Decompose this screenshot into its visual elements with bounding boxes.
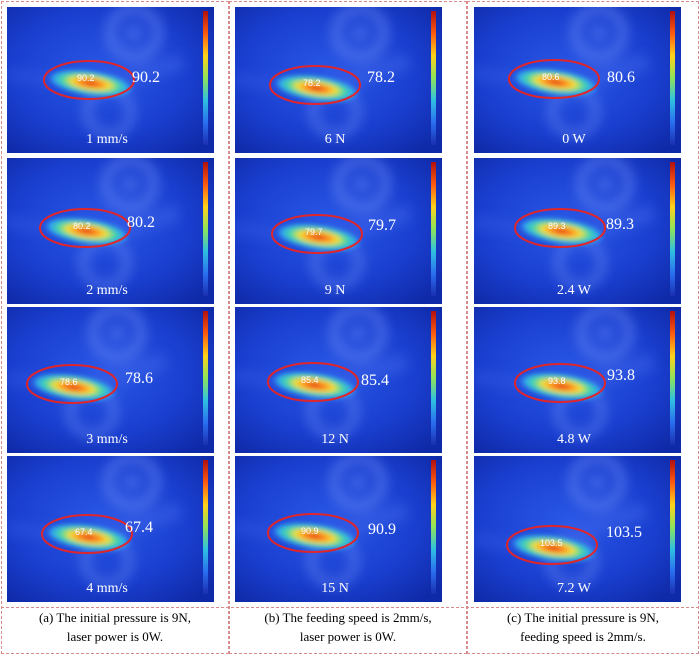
color-scale-bar <box>431 311 436 445</box>
thermal-image <box>474 307 681 453</box>
peak-marker-label: 90.9 <box>301 526 319 536</box>
thermal-panel: 79.7 79.7 9 N <box>235 158 442 304</box>
thermal-image <box>235 456 442 602</box>
caption-column-b: (b) The feeding speed is 2mm/s, laser po… <box>232 608 464 646</box>
thermal-image <box>235 158 442 304</box>
color-scale-bar <box>203 11 208 145</box>
peak-marker-label: 67.4 <box>75 527 93 537</box>
peak-temperature-value: 80.2 <box>127 214 155 231</box>
condition-label: 2.4 W <box>557 283 591 298</box>
thermal-panel: 78.2 78.2 6 N <box>235 7 442 153</box>
hotspot-ellipse <box>26 364 118 404</box>
peak-marker-label: 93.8 <box>548 376 566 386</box>
column-b-frame <box>229 1 467 654</box>
peak-marker-label: 90.2 <box>77 73 95 83</box>
hotspot-ellipse <box>41 514 133 554</box>
condition-label: 1 mm/s <box>86 132 128 147</box>
thermal-image <box>474 456 681 602</box>
condition-label: 0 W <box>562 132 586 147</box>
caption-a-line1: (a) The initial pressure is 9N, <box>38 610 192 625</box>
hotspot-ellipse <box>269 65 361 105</box>
hotspot-ellipse <box>267 513 359 553</box>
peak-temperature-value: 85.4 <box>361 372 389 389</box>
color-scale-bar <box>670 311 675 445</box>
caption-divider <box>1 607 699 608</box>
thermal-panel: 93.8 93.8 4.8 W <box>474 307 681 453</box>
peak-temperature-value: 103.5 <box>606 524 642 541</box>
peak-temperature-value: 89.3 <box>606 216 634 233</box>
peak-temperature-value: 90.9 <box>368 521 396 538</box>
column-c-frame <box>467 1 699 654</box>
condition-label: 9 N <box>324 283 346 298</box>
condition-label: 3 mm/s <box>86 432 128 447</box>
hotspot-ellipse <box>39 208 131 248</box>
thermal-image <box>235 7 442 153</box>
hotspot-ellipse <box>508 59 600 99</box>
caption-c-line1: (c) The initial pressure is 9N, <box>506 610 660 625</box>
peak-temperature-value: 93.8 <box>607 367 635 384</box>
thermal-image <box>7 158 214 304</box>
peak-marker-label: 103.5 <box>540 538 563 548</box>
thermal-image <box>235 307 442 453</box>
peak-temperature-value: 90.2 <box>132 69 160 86</box>
peak-marker-label: 80.2 <box>73 221 91 231</box>
peak-temperature-value: 78.6 <box>125 370 153 387</box>
hotspot-ellipse <box>267 362 359 402</box>
condition-label: 4.8 W <box>557 432 591 447</box>
hotspot-ellipse <box>514 208 606 248</box>
thermal-panel: 90.9 90.9 15 N <box>235 456 442 602</box>
thermal-image <box>7 307 214 453</box>
color-scale-bar <box>203 460 208 594</box>
condition-label: 4 mm/s <box>86 581 128 596</box>
peak-temperature-value: 78.2 <box>367 69 395 86</box>
thermal-image <box>474 158 681 304</box>
caption-a-line2: laser power is 0W. <box>66 629 164 644</box>
thermal-image <box>7 7 214 153</box>
hotspot-ellipse <box>506 525 598 565</box>
color-scale-bar <box>203 162 208 296</box>
caption-b-line2: laser power is 0W. <box>299 629 397 644</box>
condition-label: 12 N <box>321 432 349 447</box>
caption-column-c: (c) The initial pressure is 9N, feeding … <box>470 608 696 646</box>
thermal-panel: 80.6 80.6 0 W <box>474 7 681 153</box>
thermal-panel: 90.2 90.2 1 mm/s <box>7 7 214 153</box>
color-scale-bar <box>670 11 675 145</box>
color-scale-bar <box>431 162 436 296</box>
color-scale-bar <box>431 11 436 145</box>
thermal-panel: 103.5 103.5 7.2 W <box>474 456 681 602</box>
thermal-image <box>7 456 214 602</box>
column-a-frame <box>1 1 229 654</box>
peak-marker-label: 89.3 <box>548 221 566 231</box>
color-scale-bar <box>670 460 675 594</box>
peak-temperature-value: 67.4 <box>125 519 153 536</box>
condition-label: 2 mm/s <box>86 283 128 298</box>
peak-temperature-value: 80.6 <box>607 69 635 86</box>
thermal-panel: 80.2 80.2 2 mm/s <box>7 158 214 304</box>
thermal-panel: 89.3 89.3 2.4 W <box>474 158 681 304</box>
condition-label: 6 N <box>324 132 346 147</box>
peak-temperature-value: 79.7 <box>368 217 396 234</box>
thermal-panel: 85.4 85.4 12 N <box>235 307 442 453</box>
peak-marker-label: 78.2 <box>303 78 321 88</box>
condition-label: 15 N <box>321 581 349 596</box>
color-scale-bar <box>431 460 436 594</box>
peak-marker-label: 85.4 <box>301 375 319 385</box>
caption-b-line1: (b) The feeding speed is 2mm/s, <box>264 610 432 625</box>
caption-column-a: (a) The initial pressure is 9N, laser po… <box>4 608 226 646</box>
peak-marker-label: 79.7 <box>305 227 323 237</box>
hotspot-ellipse <box>271 214 363 254</box>
hotspot-ellipse <box>514 363 606 403</box>
thermal-panel: 67.4 67.4 4 mm/s <box>7 456 214 602</box>
peak-marker-label: 78.6 <box>60 377 78 387</box>
thermal-image <box>474 7 681 153</box>
condition-label: 7.2 W <box>557 581 591 596</box>
thermal-panel: 78.6 78.6 3 mm/s <box>7 307 214 453</box>
peak-marker-label: 80.6 <box>542 72 560 82</box>
caption-c-line2: feeding speed is 2mm/s. <box>520 629 646 644</box>
hotspot-ellipse <box>43 60 135 100</box>
color-scale-bar <box>203 311 208 445</box>
color-scale-bar <box>670 162 675 296</box>
